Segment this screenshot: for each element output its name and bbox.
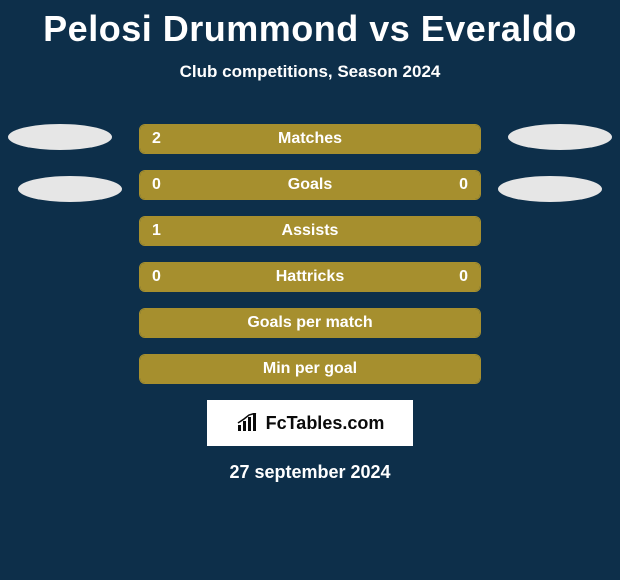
player-left-oval-1 xyxy=(8,124,112,150)
stat-value-right: 0 xyxy=(459,176,468,194)
stat-label: Hattricks xyxy=(140,268,480,286)
player-right-oval-1 xyxy=(508,124,612,150)
comparison-title: Pelosi Drummond vs Everaldo xyxy=(0,0,620,50)
stat-rows-container: 2 Matches 0 Goals 0 1 Assists 0 Hattrick… xyxy=(139,124,481,384)
logo-label: FcTables.com xyxy=(266,413,385,434)
logo: FcTables.com xyxy=(236,413,385,434)
logo-box: FcTables.com xyxy=(207,400,413,446)
chart-area: 2 Matches 0 Goals 0 1 Assists 0 Hattrick… xyxy=(0,124,620,483)
player-right-oval-2 xyxy=(498,176,602,202)
stat-label: Goals xyxy=(140,176,480,194)
stat-row: 0 Goals 0 xyxy=(139,170,481,200)
stat-row: Goals per match xyxy=(139,308,481,338)
stat-row: 2 Matches xyxy=(139,124,481,154)
stat-row: 0 Hattricks 0 xyxy=(139,262,481,292)
chart-icon xyxy=(236,413,260,433)
stat-label: Matches xyxy=(140,130,480,148)
stat-row: Min per goal xyxy=(139,354,481,384)
stat-label: Min per goal xyxy=(140,360,480,378)
stat-row: 1 Assists xyxy=(139,216,481,246)
stat-label: Goals per match xyxy=(140,314,480,332)
player-left-oval-2 xyxy=(18,176,122,202)
comparison-subtitle: Club competitions, Season 2024 xyxy=(0,62,620,82)
date-text: 27 september 2024 xyxy=(10,462,610,483)
stat-value-right: 0 xyxy=(459,268,468,286)
stat-label: Assists xyxy=(140,222,480,240)
